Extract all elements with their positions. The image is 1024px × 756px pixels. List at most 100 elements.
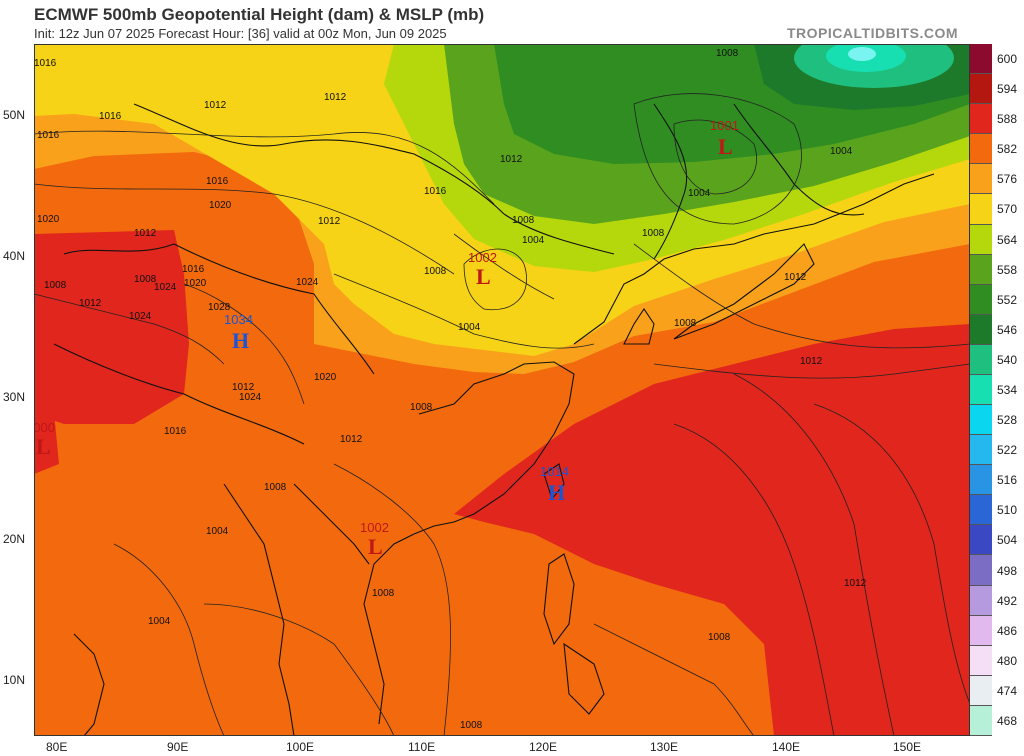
weather-map: 1016 1016 1012 1016 1012 1020 1012 1008 … bbox=[34, 44, 970, 736]
lon-label-80e: 80E bbox=[46, 740, 68, 754]
isobar-label: 1008 bbox=[674, 318, 697, 329]
colorbar-swatch bbox=[970, 465, 992, 496]
colorbar-label: 474 bbox=[997, 683, 1018, 698]
isobar-label: 1012 bbox=[232, 382, 255, 393]
band-588-tibet bbox=[34, 230, 189, 424]
colorbar-swatch bbox=[970, 314, 992, 345]
colorbar-swatch bbox=[970, 525, 992, 556]
lat-label-10n: 10N bbox=[3, 673, 26, 687]
band-588-pacific bbox=[454, 324, 970, 736]
colorbar-swatch bbox=[970, 194, 992, 225]
coastlines bbox=[53, 103, 935, 736]
isobar-label: 1016 bbox=[206, 176, 229, 187]
isobar-label: 1020 bbox=[37, 214, 60, 225]
colorbar-swatch bbox=[970, 224, 992, 255]
isobar-label: 1012 bbox=[324, 92, 347, 103]
colorbar-swatch bbox=[970, 435, 992, 466]
lon-label-90e: 90E bbox=[167, 740, 189, 754]
pressure-center-L-1002-south: 1002 L bbox=[360, 520, 389, 559]
pressure-center-value: 1014 bbox=[540, 464, 569, 479]
isobar-label: 1008 bbox=[372, 588, 395, 599]
isobar-labels: 1016 1016 1012 1016 1012 1020 1012 1008 … bbox=[34, 48, 867, 731]
colorbar-label: 516 bbox=[997, 473, 1018, 488]
colorbar-label: 576 bbox=[997, 172, 1018, 187]
isobar-label: 1012 bbox=[134, 228, 157, 239]
isobar-label: 1016 bbox=[164, 426, 187, 437]
isobar-label: 1012 bbox=[800, 356, 823, 367]
lon-label-130e: 130E bbox=[650, 740, 679, 754]
isobar-label: 1024 bbox=[239, 392, 262, 403]
isobars bbox=[34, 93, 970, 736]
colorbar-swatch bbox=[970, 254, 992, 285]
low-pressure-letter: L bbox=[368, 534, 383, 559]
isobar-label: 1012 bbox=[500, 154, 523, 165]
colorbar-swatch bbox=[970, 134, 992, 165]
colorbar-swatch bbox=[970, 705, 992, 736]
colorbar-swatch bbox=[970, 104, 992, 135]
isobar-label: 1024 bbox=[296, 277, 319, 288]
high-pressure-letter: H bbox=[548, 480, 565, 505]
lat-label-40n: 40N bbox=[3, 249, 26, 263]
lon-label-120e: 120E bbox=[529, 740, 558, 754]
isobar-label: 1012 bbox=[318, 216, 341, 227]
pressure-center-L-1002: 1002 L bbox=[468, 250, 497, 289]
isobar-label: 1004 bbox=[688, 188, 711, 199]
pressure-center-value: 1002 bbox=[468, 250, 497, 265]
isobar-label: 1012 bbox=[340, 434, 363, 445]
isobar-label: 1008 bbox=[410, 402, 433, 413]
lat-label-20n: 20N bbox=[3, 532, 26, 546]
colorbar-label: 486 bbox=[997, 623, 1018, 638]
pressure-center-L-1000: 1000 L bbox=[34, 420, 55, 459]
isobar-label: 1008 bbox=[264, 482, 287, 493]
pressure-center-value: 1034 bbox=[224, 312, 253, 327]
isobar-label: 1004 bbox=[148, 616, 171, 627]
band-528 bbox=[848, 47, 876, 61]
pressure-center-H-1034: 1034 H bbox=[224, 312, 253, 353]
pressure-center-L-1001: 1001 L bbox=[710, 118, 739, 159]
colorbar-label: 492 bbox=[997, 593, 1018, 608]
band-588-west bbox=[34, 412, 59, 474]
low-pressure-letter: L bbox=[718, 134, 733, 159]
colorbar-swatch bbox=[970, 344, 992, 375]
pressure-center-H-1014: 1014 H bbox=[540, 464, 569, 505]
colorbar-swatch bbox=[970, 405, 992, 436]
isobar-label: 1008 bbox=[424, 266, 447, 277]
isobar-label: 1016 bbox=[424, 186, 447, 197]
isobar-label: 1024 bbox=[154, 282, 177, 293]
isobar-label: 1012 bbox=[79, 298, 102, 309]
colorbar-swatch bbox=[970, 615, 992, 646]
colorbar-swatch bbox=[970, 44, 992, 75]
low-pressure-letter: L bbox=[36, 434, 51, 459]
colorbar-label: 588 bbox=[997, 112, 1018, 127]
colorbar-label: 468 bbox=[997, 713, 1018, 728]
colorbar-label: 582 bbox=[997, 142, 1018, 157]
chart-title: ECMWF 500mb Geopotential Height (dam) & … bbox=[34, 5, 485, 24]
colorbar-label: 546 bbox=[997, 322, 1018, 337]
low-pressure-letter: L bbox=[476, 264, 491, 289]
isobar-label: 1012 bbox=[784, 272, 807, 283]
pressure-center-value: 1002 bbox=[360, 520, 389, 535]
isobar-label: 1004 bbox=[522, 235, 545, 246]
isobar-label: 1016 bbox=[37, 130, 60, 141]
isobar-label: 1008 bbox=[134, 274, 157, 285]
isobar-label: 1004 bbox=[830, 146, 853, 157]
colorbar-label: 570 bbox=[997, 202, 1018, 217]
colorbar-label: 552 bbox=[997, 292, 1018, 307]
isobar-label: 1024 bbox=[129, 311, 152, 322]
colorbar-label: 594 bbox=[997, 82, 1018, 97]
isobar-label: 1012 bbox=[204, 100, 227, 111]
isobar-label: 1008 bbox=[44, 280, 67, 291]
isobar-label: 1008 bbox=[708, 632, 731, 643]
isobar-label: 1016 bbox=[99, 111, 122, 122]
colorbar: 600 594 588 582 576 570 564 558 552 546 540 534 528 5… bbox=[970, 44, 1024, 736]
isobar-label: 1020 bbox=[209, 200, 232, 211]
colorbar-label: 498 bbox=[997, 563, 1018, 578]
isobar-label: 1008 bbox=[716, 48, 739, 59]
lat-label-30n: 30N bbox=[3, 390, 26, 404]
colorbar-label: 540 bbox=[997, 352, 1018, 367]
isobar-label: 1008 bbox=[512, 215, 535, 226]
lon-label-140e: 140E bbox=[772, 740, 801, 754]
lon-label-150e: 150E bbox=[893, 740, 922, 754]
colorbar-label: 480 bbox=[997, 653, 1018, 668]
colorbar-label: 528 bbox=[997, 413, 1018, 428]
